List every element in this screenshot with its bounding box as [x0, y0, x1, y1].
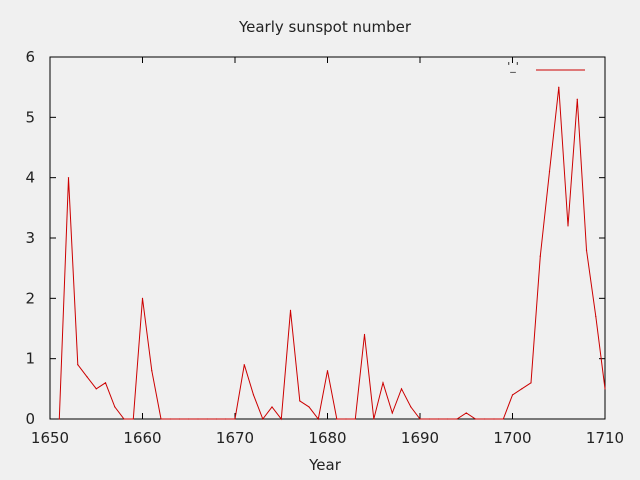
y-tick-label: 3: [25, 229, 35, 247]
legend: '_': [507, 60, 585, 73]
data-point: [299, 400, 301, 402]
sunspot-series-line: [58, 87, 606, 421]
data-point: [317, 418, 319, 420]
data-point: [419, 418, 421, 420]
data-point: [465, 412, 467, 414]
data-point: [354, 418, 356, 420]
data-point: [604, 388, 606, 390]
x-tick-label: 1650: [31, 429, 69, 447]
plot-frame: [49, 56, 606, 420]
data-point: [77, 364, 79, 366]
y-tick-label: 5: [25, 108, 35, 126]
data-point: [548, 171, 551, 173]
data-point: [447, 418, 449, 420]
data-point: [95, 388, 97, 390]
x-tick-label: 1700: [493, 429, 531, 447]
data-point: [437, 418, 440, 420]
data-point: [169, 418, 171, 420]
x-tick-label: 1670: [216, 429, 254, 447]
axes: 1650 1660 1670 1680 1690 1700 1710 0 1 2 3 4 5 6: [25, 48, 624, 447]
data-point: [502, 418, 504, 420]
data-point: [391, 412, 393, 414]
data-point: [132, 418, 134, 420]
data-point: [160, 418, 162, 420]
data-point: [262, 418, 264, 420]
data-point: [326, 370, 329, 372]
data-point: [86, 376, 88, 378]
x-tick-label: 1710: [586, 429, 624, 447]
data-point: [567, 225, 569, 227]
data-point: [197, 418, 199, 420]
data-point: [428, 418, 430, 420]
data-point: [595, 315, 597, 318]
data-point: [363, 333, 366, 336]
data-point: [188, 418, 190, 420]
data-point: [576, 98, 578, 100]
data-point: [558, 86, 560, 88]
series-layer: [58, 86, 606, 421]
chart-title: Yearly sunspot number: [238, 18, 412, 36]
data-point: [206, 418, 208, 420]
data-point: [280, 418, 282, 420]
data-point: [530, 382, 532, 384]
y-tick-label: 2: [25, 289, 35, 307]
data-point: [58, 418, 60, 420]
data-point: [308, 406, 310, 408]
x-tick-label: 1690: [401, 429, 439, 447]
data-point: [456, 418, 458, 420]
data-point: [141, 297, 144, 299]
data-point: [271, 406, 273, 408]
data-point: [410, 406, 412, 408]
y-tick-label: 1: [25, 350, 35, 368]
x-axis-label: Year: [308, 456, 342, 474]
data-point: [289, 309, 292, 311]
data-point: [123, 418, 125, 420]
y-tick-label: 6: [25, 48, 35, 66]
data-point: [252, 394, 255, 396]
data-point: [234, 418, 236, 420]
data-point: [474, 418, 477, 420]
x-tick-label: 1680: [308, 429, 346, 447]
x-tick-label: 1660: [123, 429, 161, 447]
data-point: [215, 418, 218, 420]
data-point: [178, 418, 181, 420]
data-point: [225, 418, 227, 420]
data-point: [104, 382, 107, 384]
data-point: [400, 388, 403, 390]
y-tick-label: 4: [25, 169, 35, 187]
data-point: [373, 418, 375, 420]
data-point: [243, 364, 245, 366]
data-point: [336, 418, 338, 420]
legend-label: '_': [507, 60, 519, 73]
data-point: [585, 249, 588, 251]
data-point: [67, 177, 70, 179]
y-tick-label: 0: [25, 410, 35, 428]
data-point: [151, 370, 153, 372]
data-point: [345, 418, 347, 420]
data-point: [521, 388, 523, 390]
data-point: [114, 406, 116, 408]
data-point: [484, 418, 486, 420]
data-point: [382, 382, 384, 384]
data-point: [493, 418, 495, 420]
data-point: [511, 394, 514, 396]
data-point: [539, 255, 541, 257]
